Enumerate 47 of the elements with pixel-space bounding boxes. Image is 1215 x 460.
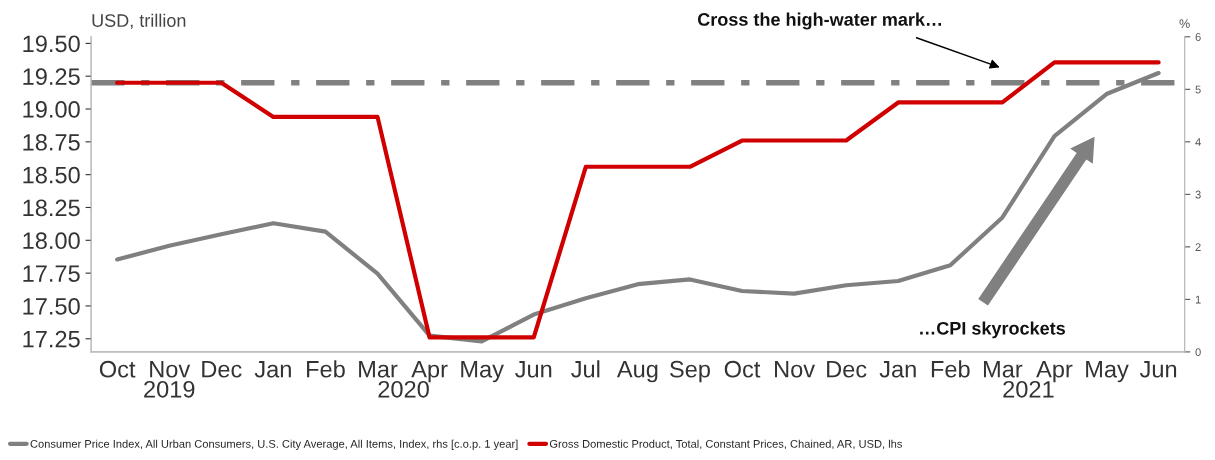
x-tick-label: Nov: [150, 361, 191, 378]
y-tick-label: 17.50: [23, 298, 80, 315]
y2-tick-label: 5: [1195, 85, 1201, 94]
y2-tick-label: 2: [1195, 243, 1201, 251]
y-tick-label: 17.75: [23, 265, 80, 282]
x-tick-label: Feb: [307, 360, 345, 378]
y-tick-label: 18.00: [23, 232, 80, 250]
x-tick-label: Mar: [359, 361, 398, 378]
y-axis-title: USD, trillion: [92, 13, 186, 30]
y-tick-label: 18.75: [23, 133, 80, 151]
text: 2019: [144, 380, 195, 398]
legend-label: Gross Domestic Product, Total, Constant Prices, Chained, AR, USD, lhs: [549, 439, 902, 450]
x-tick-label: May: [1086, 361, 1129, 383]
y2-tick-label: 1: [1195, 295, 1201, 304]
x-tick-label: Jan: [879, 361, 916, 378]
y-tick-label: 18.25: [23, 199, 80, 217]
y2-tick-label: 0: [1195, 348, 1201, 357]
text: 2021: [1003, 380, 1054, 398]
x-tick-label: Apr: [411, 361, 448, 383]
x-tick-label: Feb: [931, 360, 970, 378]
x-tick-label: Jul: [571, 360, 600, 378]
y-tick-label: 19.00: [23, 101, 80, 118]
y-tick-label: 18.50: [23, 166, 80, 184]
y2-axis-title: %: [1179, 19, 1190, 28]
text: Cross the high-water mark…: [697, 12, 941, 30]
y-tick-label: 19.50: [23, 35, 80, 53]
x-tick-label: Dec: [827, 361, 867, 378]
x-tick-label: Sep: [670, 360, 710, 383]
x-tick-label: Aug: [616, 361, 658, 383]
x-tick-label: Jun: [1139, 361, 1177, 378]
y2-tick-label: 4: [1195, 138, 1201, 146]
annotation: …CPI skyrockets: [920, 321, 1065, 339]
x-tick-label: Jun: [515, 361, 552, 378]
legend-label: Consumer Price Index, All Urban Consumers, U.S. City Average, All Items, Index, rhs [c.o.p. 1 year]: [30, 439, 518, 450]
y2-tick-label: 3: [1195, 190, 1201, 199]
x-tick-label: Dec: [202, 361, 242, 378]
y2-tick-label: 6: [1195, 33, 1201, 41]
x-tick-label: Apr: [1036, 361, 1073, 383]
x-tick-label: Mar: [983, 361, 1023, 378]
y-tick-label: 19.25: [23, 68, 80, 85]
x-tick-label: Oct: [99, 360, 136, 378]
x-tick-label: May: [461, 361, 504, 383]
y-tick-label: 17.25: [23, 330, 80, 348]
text: 2020: [378, 380, 429, 398]
x-tick-label: Jan: [254, 361, 291, 378]
x-tick-label: Nov: [775, 361, 815, 378]
x-tick-label: Oct: [724, 360, 761, 378]
